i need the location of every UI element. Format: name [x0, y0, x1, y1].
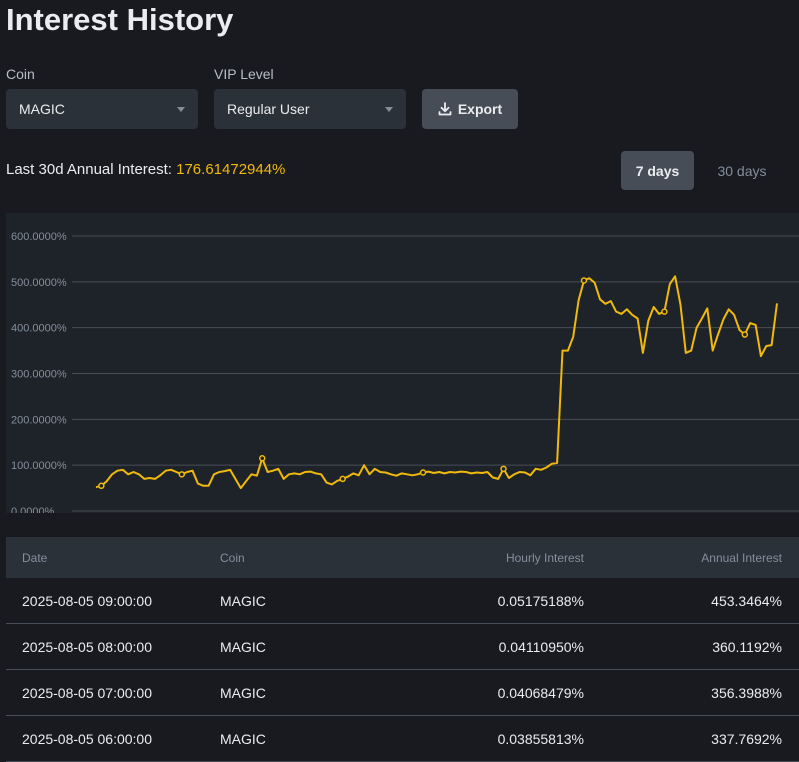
chart-y-tick-label: 500.0000%: [11, 277, 67, 289]
table-header: Date Coin Hourly Interest Annual Interes…: [6, 537, 799, 578]
row-date: 2025-08-05 09:00:00: [22, 592, 152, 609]
download-icon: [438, 102, 452, 116]
coin-select-value: MAGIC: [19, 101, 65, 117]
vip-level-select-value: Regular User: [227, 101, 310, 117]
chart-y-tick-label: 200.0000%: [11, 414, 67, 426]
caret-down-icon: [177, 106, 185, 112]
period-7-days-button[interactable]: 7 days: [621, 151, 694, 190]
annual-interest-value: 176.61472944%: [176, 161, 286, 178]
export-label: Export: [457, 101, 503, 117]
coin-label: Coin: [6, 66, 35, 82]
chart-data-point: [178, 471, 186, 478]
row-hourly-interest: 0.04110950%: [498, 638, 584, 655]
row-coin: MAGIC: [220, 638, 266, 655]
row-annual-interest: 337.7692%: [711, 730, 782, 747]
period-30-days-button[interactable]: 30 days: [717, 162, 767, 179]
row-date: 2025-08-05 06:00:00: [22, 730, 152, 747]
chart-data-point: [500, 465, 507, 473]
row-hourly-interest: 0.04068479%: [497, 684, 584, 701]
header-coin: Coin: [220, 550, 245, 565]
chart-y-tick-label: 300.0000%: [11, 369, 67, 381]
page-title: Interest History: [6, 2, 234, 37]
header-annual-interest: Annual Interest: [701, 550, 782, 565]
coin-select[interactable]: MAGIC: [6, 89, 198, 129]
chart-data-point: [98, 482, 105, 490]
row-annual-interest: 453.3464%: [711, 592, 782, 609]
table-row: 2025-08-05 06:00:00 MAGIC 0.03855813% 33…: [6, 716, 799, 762]
row-coin: MAGIC: [220, 684, 266, 701]
table-row: 2025-08-05 09:00:00 MAGIC 0.05175188% 45…: [6, 578, 799, 624]
chart-y-tick-label: 100.0000%: [11, 460, 67, 472]
interest-table: Date Coin Hourly Interest Annual Interes…: [6, 537, 799, 762]
vip-level-label: VIP Level: [214, 66, 274, 82]
row-date: 2025-08-05 08:00:00: [22, 638, 152, 655]
annual-interest-line: [95, 275, 778, 490]
chart-data-point: [339, 475, 346, 483]
annual-interest-summary: Last 30d Annual Interest: 176.61472944%: [6, 161, 285, 179]
row-date: 2025-08-05 07:00:00: [22, 684, 152, 701]
chart-y-tick-label: 0.0000%: [11, 506, 55, 513]
row-annual-interest: 356.3988%: [711, 684, 782, 701]
table-row: 2025-08-05 07:00:00 MAGIC 0.04068479% 35…: [6, 670, 799, 716]
interest-chart-svg: 0.0000% 100.0000% 200.0000% 300.0000% 400.00…: [11, 231, 799, 513]
row-hourly-interest: 0.03855813%: [497, 730, 584, 747]
row-coin: MAGIC: [220, 592, 266, 609]
row-coin: MAGIC: [220, 730, 266, 747]
table-row: 2025-08-05 08:00:00 MAGIC 0.04110950% 36…: [6, 624, 799, 670]
header-hourly-interest: Hourly Interest: [505, 550, 584, 565]
annual-interest-label: Last 30d Annual Interest:: [6, 161, 172, 178]
export-button[interactable]: Export: [422, 89, 518, 129]
row-annual-interest: 360.1192%: [712, 638, 782, 655]
chart-data-point: [741, 331, 749, 338]
chart-y-tick-label: 600.0000%: [11, 231, 67, 243]
interest-chart: 0.0000% 100.0000% 200.0000% 300.0000% 400.00…: [6, 213, 799, 513]
caret-down-icon: [385, 106, 393, 112]
chart-data-point: [580, 277, 588, 284]
chart-data-point: [661, 308, 668, 315]
chart-y-tick-label: 400.0000%: [11, 323, 67, 335]
header-date: Date: [22, 550, 48, 565]
vip-level-select[interactable]: Regular User: [214, 89, 406, 129]
row-hourly-interest: 0.05175188%: [497, 592, 584, 609]
chart-data-point: [258, 455, 266, 462]
chart-data-point: [419, 469, 427, 476]
